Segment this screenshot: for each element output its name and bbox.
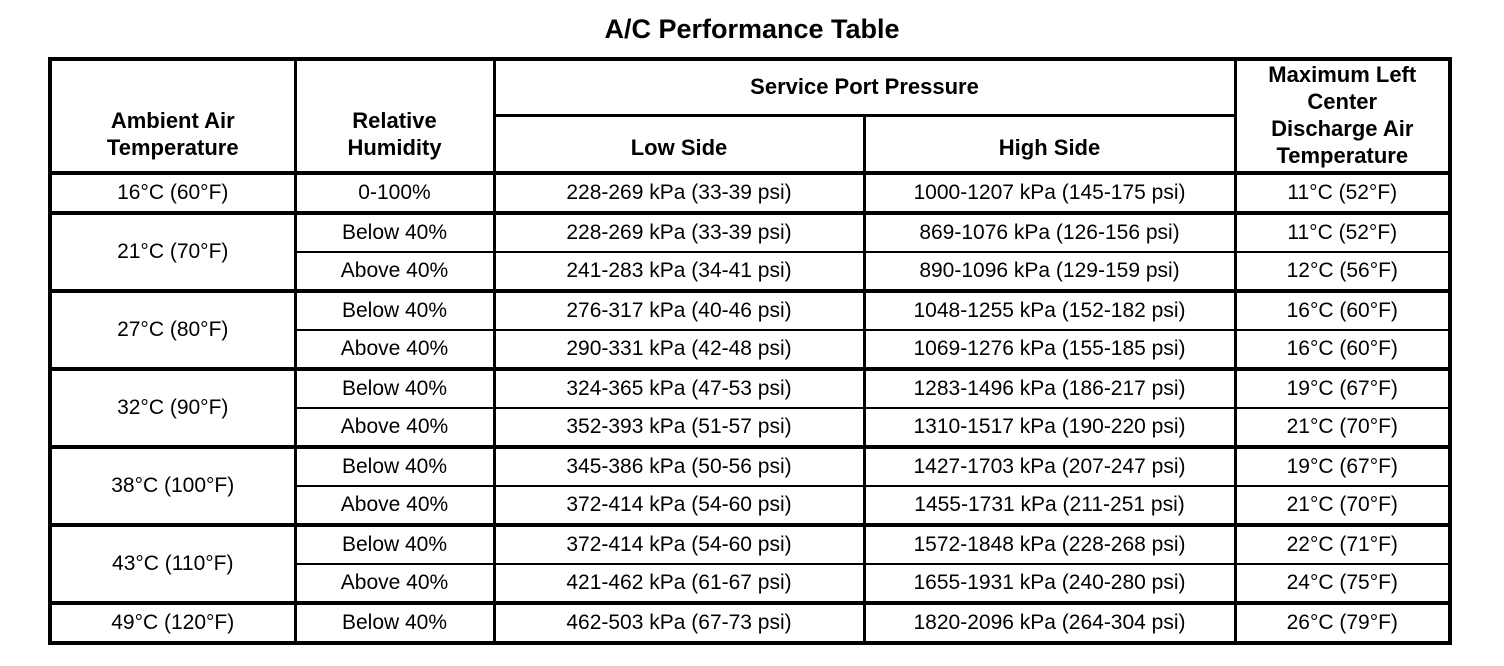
cell-high-side-pressure: 1048-1255 kPa (152-182 psi)	[862, 289, 1237, 331]
table-row: 32°C (90°F) Below 40% 324-365 kPa (47-53 p…	[48, 367, 1452, 448]
cell-discharge-air-temperature: 24°C (75°F)	[1233, 563, 1452, 604]
cell-relative-humidity: Above 40%	[293, 407, 496, 448]
cell-low-side-pressure: 352-393 kPa (51-57 psi)	[492, 407, 866, 448]
cell-high-side-pressure: 1820-2096 kPa (264-304 psi)	[862, 601, 1237, 644]
table-row: Above 40% 290-331 kPa (42-48 psi) 1069-127…	[50, 329, 1452, 370]
ac-performance-table: Ambient Air Temperature Relative Humidit…	[48, 57, 1453, 645]
table-header: Ambient Air Temperature Relative Humidit…	[48, 57, 1452, 175]
table-row: 43°C (110°F) Below 40% 372-414 kPa (54-60 …	[48, 523, 1452, 604]
cell-relative-humidity: Below 40%	[293, 445, 496, 487]
cell-ambient-air-temperature: 27°C (80°F)	[48, 289, 297, 370]
cell-high-side-pressure: 1310-1517 kPa (190-220 psi)	[862, 407, 1237, 448]
cell-relative-humidity: Below 40%	[293, 523, 496, 565]
cell-low-side-pressure: 276-317 kPa (40-46 psi)	[492, 289, 866, 331]
cell-ambient-air-temperature: 38°C (100°F)	[48, 445, 297, 526]
cell-high-side-pressure: 1455-1731 kPa (211-251 psi)	[862, 485, 1237, 526]
table-row: Above 40% 241-283 kPa (34-41 psi) 890-1096…	[50, 251, 1452, 292]
table-row: Above 40% 352-393 kPa (51-57 psi) 1310-151…	[50, 407, 1452, 448]
header-max-left-center-discharge-air-temperature: Maximum Left Center Discharge Air Temper…	[1233, 57, 1452, 175]
header-service-port-pressure: Service Port Pressure	[492, 57, 1237, 117]
cell-relative-humidity: Above 40%	[293, 329, 496, 370]
cell-relative-humidity: 0-100%	[293, 171, 496, 214]
cell-low-side-pressure: 290-331 kPa (42-48 psi)	[492, 329, 866, 370]
cell-discharge-air-temperature: 21°C (70°F)	[1233, 485, 1452, 526]
cell-discharge-air-temperature: 11°C (52°F)	[1233, 171, 1452, 214]
table-row: 27°C (80°F) Below 40% 276-317 kPa (40-46 p…	[48, 289, 1452, 370]
cell-low-side-pressure: 228-269 kPa (33-39 psi)	[492, 211, 866, 253]
cell-high-side-pressure: 1069-1276 kPa (155-185 psi)	[862, 329, 1237, 370]
header-low-side: Low Side	[492, 113, 866, 175]
cell-discharge-air-temperature: 19°C (67°F)	[1233, 445, 1452, 487]
table-row: Above 40% 421-462 kPa (61-67 psi) 1655-193…	[50, 563, 1452, 604]
header-relative-humidity: Relative Humidity	[293, 57, 496, 175]
cell-high-side-pressure: 1655-1931 kPa (240-280 psi)	[862, 563, 1237, 604]
cell-relative-humidity: Below 40%	[293, 289, 496, 331]
cell-high-side-pressure: 890-1096 kPa (129-159 psi)	[862, 251, 1237, 292]
cell-high-side-pressure: 1572-1848 kPa (228-268 psi)	[862, 523, 1237, 565]
cell-discharge-air-temperature: 12°C (56°F)	[1233, 251, 1452, 292]
cell-discharge-air-temperature: 19°C (67°F)	[1233, 367, 1452, 409]
header-row-top: Ambient Air Temperature Relative Humidit…	[48, 57, 1452, 175]
cell-low-side-pressure: 372-414 kPa (54-60 psi)	[492, 523, 866, 565]
cell-relative-humidity: Below 40%	[293, 211, 496, 253]
cell-relative-humidity: Above 40%	[293, 485, 496, 526]
cell-low-side-pressure: 324-365 kPa (47-53 psi)	[492, 367, 866, 409]
cell-high-side-pressure: 1283-1496 kPa (186-217 psi)	[862, 367, 1237, 409]
cell-ambient-air-temperature: 16°C (60°F)	[48, 171, 297, 214]
cell-ambient-air-temperature: 21°C (70°F)	[48, 211, 297, 292]
cell-low-side-pressure: 241-283 kPa (34-41 psi)	[492, 251, 866, 292]
cell-discharge-air-temperature: 16°C (60°F)	[1233, 329, 1452, 370]
cell-relative-humidity: Above 40%	[293, 563, 496, 604]
page-title: A/C Performance Table	[604, 14, 900, 44]
header-ambient-air-temperature: Ambient Air Temperature	[48, 57, 297, 175]
cell-high-side-pressure: 1427-1703 kPa (207-247 psi)	[862, 445, 1237, 487]
table-row: 16°C (60°F) 0-100% 228-269 kPa (33-39 psi)…	[48, 171, 1452, 214]
header-high-side: High Side	[862, 113, 1237, 175]
table-row: Above 40% 372-414 kPa (54-60 psi) 1455-173…	[50, 485, 1452, 526]
cell-low-side-pressure: 228-269 kPa (33-39 psi)	[492, 171, 866, 214]
cell-low-side-pressure: 345-386 kPa (50-56 psi)	[492, 445, 866, 487]
table-row: 49°C (120°F) Below 40% 462-503 kPa (67-73 …	[48, 601, 1452, 644]
cell-ambient-air-temperature: 32°C (90°F)	[48, 367, 297, 448]
cell-discharge-air-temperature: 11°C (52°F)	[1233, 211, 1452, 253]
cell-discharge-air-temperature: 22°C (71°F)	[1233, 523, 1452, 565]
cell-discharge-air-temperature: 26°C (79°F)	[1233, 601, 1452, 644]
cell-relative-humidity: Below 40%	[293, 601, 496, 644]
table-body: 16°C (60°F) 0-100% 228-269 kPa (33-39 psi)…	[48, 171, 1452, 644]
cell-ambient-air-temperature: 49°C (120°F)	[48, 601, 297, 644]
cell-low-side-pressure: 462-503 kPa (67-73 psi)	[492, 601, 866, 644]
cell-discharge-air-temperature: 16°C (60°F)	[1233, 289, 1452, 331]
table-row: 21°C (70°F) Below 40% 228-269 kPa (33-39 p…	[48, 211, 1452, 292]
cell-high-side-pressure: 1000-1207 kPa (145-175 psi)	[862, 171, 1237, 214]
table-row: 38°C (100°F) Below 40% 345-386 kPa (50-56 …	[48, 445, 1452, 526]
header-row-sub: Low Side High Side	[50, 113, 1450, 175]
cell-high-side-pressure: 869-1076 kPa (126-156 psi)	[862, 211, 1237, 253]
cell-relative-humidity: Above 40%	[293, 251, 496, 292]
cell-low-side-pressure: 421-462 kPa (61-67 psi)	[492, 563, 866, 604]
cell-ambient-air-temperature: 43°C (110°F)	[48, 523, 297, 604]
cell-discharge-air-temperature: 21°C (70°F)	[1233, 407, 1452, 448]
cell-low-side-pressure: 372-414 kPa (54-60 psi)	[492, 485, 866, 526]
cell-relative-humidity: Below 40%	[293, 367, 496, 409]
